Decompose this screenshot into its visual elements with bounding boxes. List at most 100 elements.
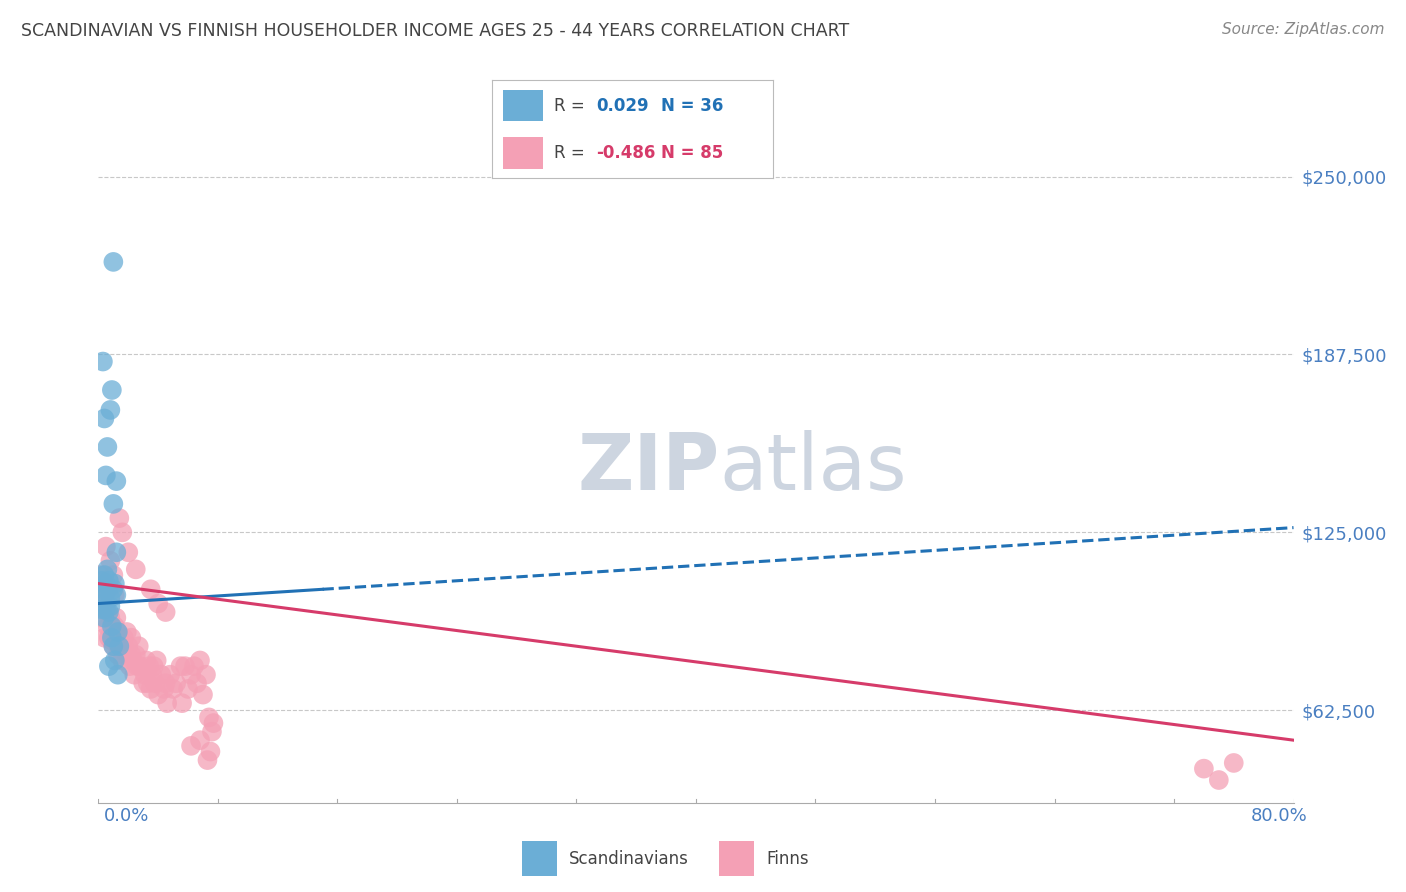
Text: Source: ZipAtlas.com: Source: ZipAtlas.com bbox=[1222, 22, 1385, 37]
Point bbox=[93, 568, 115, 582]
Point bbox=[91, 574, 114, 588]
Point bbox=[97, 659, 120, 673]
Bar bbox=[503, 90, 543, 121]
Point bbox=[97, 574, 120, 588]
Point bbox=[165, 676, 187, 690]
Point bbox=[105, 474, 128, 488]
Point bbox=[94, 602, 117, 616]
Point bbox=[94, 540, 117, 554]
Bar bbox=[718, 841, 754, 876]
Point bbox=[129, 659, 152, 673]
Text: 0.029: 0.029 bbox=[596, 97, 648, 115]
Point bbox=[97, 582, 120, 597]
Point bbox=[120, 648, 142, 662]
Point bbox=[97, 605, 120, 619]
Point bbox=[93, 411, 115, 425]
Point bbox=[111, 525, 134, 540]
Text: Scandinavians: Scandinavians bbox=[569, 849, 689, 868]
Point bbox=[114, 645, 136, 659]
Point bbox=[169, 659, 191, 673]
Point bbox=[1223, 756, 1246, 770]
Point bbox=[195, 667, 218, 681]
Point bbox=[197, 753, 219, 767]
Point bbox=[97, 631, 120, 645]
Point bbox=[103, 582, 125, 597]
Point bbox=[100, 554, 122, 568]
Text: SCANDINAVIAN VS FINNISH HOUSEHOLDER INCOME AGES 25 - 44 YEARS CORRELATION CHART: SCANDINAVIAN VS FINNISH HOUSEHOLDER INCO… bbox=[21, 22, 849, 40]
Bar bbox=[522, 841, 557, 876]
Point bbox=[90, 602, 112, 616]
Point bbox=[188, 733, 211, 747]
Point bbox=[148, 597, 170, 611]
Point bbox=[201, 724, 224, 739]
Point bbox=[155, 676, 177, 690]
Point bbox=[128, 639, 150, 653]
Point bbox=[202, 716, 225, 731]
Point bbox=[96, 619, 118, 633]
Point bbox=[101, 383, 124, 397]
Point bbox=[110, 633, 132, 648]
Point bbox=[186, 676, 208, 690]
Point bbox=[91, 582, 114, 597]
Point bbox=[174, 659, 197, 673]
Point bbox=[107, 625, 129, 640]
Point bbox=[100, 599, 122, 614]
Point bbox=[96, 440, 118, 454]
Point bbox=[136, 676, 159, 690]
Point bbox=[107, 667, 129, 681]
Point bbox=[100, 403, 122, 417]
Text: Finns: Finns bbox=[766, 849, 808, 868]
Point bbox=[191, 688, 214, 702]
Point bbox=[93, 611, 115, 625]
Point bbox=[150, 667, 173, 681]
Point bbox=[127, 659, 149, 673]
Point bbox=[103, 639, 125, 653]
Point bbox=[94, 597, 117, 611]
Point bbox=[105, 611, 128, 625]
Point bbox=[162, 681, 184, 696]
Point bbox=[139, 582, 162, 597]
Point bbox=[107, 625, 129, 640]
Point bbox=[198, 710, 221, 724]
Point bbox=[188, 653, 211, 667]
Point bbox=[90, 574, 112, 588]
Text: R =: R = bbox=[554, 97, 585, 115]
Point bbox=[142, 659, 165, 673]
Point bbox=[200, 745, 222, 759]
Point bbox=[120, 631, 142, 645]
Point bbox=[117, 639, 139, 653]
Point bbox=[143, 676, 166, 690]
Point bbox=[90, 611, 112, 625]
Point bbox=[125, 648, 148, 662]
Point bbox=[121, 653, 143, 667]
Text: N = 36: N = 36 bbox=[661, 97, 723, 115]
Text: -0.486: -0.486 bbox=[596, 144, 655, 161]
Point bbox=[125, 562, 148, 576]
Point bbox=[108, 639, 131, 653]
Point bbox=[108, 639, 131, 653]
Point bbox=[124, 667, 146, 681]
Point bbox=[155, 605, 177, 619]
Point bbox=[107, 648, 129, 662]
Point bbox=[183, 659, 205, 673]
Text: R =: R = bbox=[554, 144, 585, 161]
Point bbox=[91, 354, 114, 368]
Point bbox=[159, 667, 181, 681]
Point bbox=[100, 591, 122, 605]
Point bbox=[93, 588, 115, 602]
Point bbox=[1192, 762, 1215, 776]
Point bbox=[103, 639, 125, 653]
Point bbox=[89, 568, 111, 582]
Point bbox=[139, 681, 162, 696]
Point bbox=[103, 568, 125, 582]
Point bbox=[100, 611, 122, 625]
Point bbox=[118, 659, 141, 673]
Point bbox=[115, 625, 138, 640]
Point bbox=[1208, 772, 1230, 787]
Text: 0.0%: 0.0% bbox=[104, 807, 149, 825]
Point bbox=[101, 625, 124, 640]
Point bbox=[105, 588, 128, 602]
Point bbox=[103, 497, 125, 511]
Point bbox=[145, 653, 167, 667]
Text: 80.0%: 80.0% bbox=[1251, 807, 1308, 825]
